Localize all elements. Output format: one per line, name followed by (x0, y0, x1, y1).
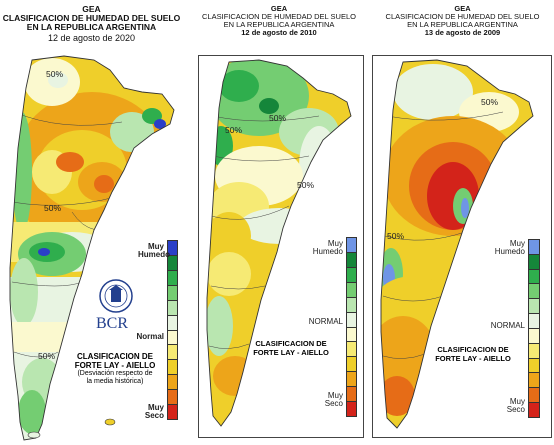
legend-swatch (346, 312, 357, 328)
legend-label-top: Muy Humedo (494, 239, 525, 257)
title-gea: GEA (270, 4, 288, 13)
map-panel-2010: GEA CLASIFICACION DE HUMEDAD DEL SUELO E… (189, 0, 369, 445)
legend-swatch (528, 343, 540, 359)
bcr-logo-text: BCR (96, 315, 129, 332)
legend-swatch (167, 405, 178, 421)
legend-swatch (528, 299, 540, 315)
panel-title: GEA CLASIFICACION DE HUMEDAD DEL SUELO E… (371, 5, 554, 37)
legend-bottom-line1: Muy (148, 403, 164, 412)
title-date: 13 de agosto de 2009 (424, 27, 501, 37)
title-region: EN LA REPUBLICA ARGENTINA (26, 21, 157, 32)
map-frame (198, 55, 364, 438)
contour-label: 50% (297, 180, 315, 190)
soil-moisture-map: 50% 50% 50% (199, 56, 363, 436)
legend-swatch (167, 375, 178, 391)
classification-note: CLASIFICACION DE FORTE LAY - AIELLO (423, 345, 523, 363)
legend-swatch (346, 372, 357, 388)
legend-bottom-line2: Seco (144, 411, 164, 421)
note-line2: FORTE LAY - AIELLO (253, 347, 329, 357)
legend-swatch (346, 237, 357, 253)
legend-swatch (167, 360, 178, 376)
note-line3: (Desviación respecto de (77, 370, 153, 378)
legend-swatch (167, 255, 178, 271)
title-main: CLASIFICACION DE HUMEDAD DEL SUELO (2, 12, 181, 23)
note-line2: FORTE LAY - AIELLO (435, 353, 511, 363)
note-line2: FORTE LAY - AIELLO (74, 361, 156, 371)
contour-label: 50% (269, 113, 287, 123)
soil-moisture-map: 50% 50% (373, 56, 551, 436)
legend-label-bottom: Muy Seco (136, 403, 164, 421)
classification-note: CLASIFICACION DE FORTE LAY - AIELLO (241, 339, 341, 357)
legend-swatch (167, 300, 178, 316)
map-frame (372, 55, 552, 438)
legend-swatch (528, 388, 540, 404)
title-gea: GEA (82, 4, 101, 14)
legend-swatch (167, 330, 178, 346)
legend-swatch (346, 387, 357, 403)
legend-swatch (528, 328, 540, 344)
bcr-logo (98, 278, 134, 314)
legend-label-bottom: Muy Seco (315, 391, 343, 409)
legend-scale (167, 240, 178, 421)
note-line4: la media histórica) (86, 378, 144, 386)
legend-swatch (346, 402, 357, 418)
panel-title: GEA CLASIFICACION DE HUMEDAD DEL SUELO E… (189, 5, 369, 37)
contour-label: 50% (481, 97, 499, 107)
legend-swatch (528, 284, 540, 300)
title-date: 12 de agosto de 2010 (241, 27, 317, 37)
legend-swatch (528, 269, 540, 285)
contour-label: 50% (46, 69, 64, 79)
legend-label-mid: Normal (136, 332, 164, 341)
legend-swatch (528, 254, 540, 270)
soil-moisture-map: 50% 50% 50% (2, 52, 183, 442)
legend-label-bottom: Muy Seco (495, 397, 525, 415)
legend-swatch (346, 252, 357, 268)
classification-note: CLASIFICACION DE FORTE LAY - AIELLO (Des… (60, 352, 170, 386)
map-panel-2020: GEA CLASIFICACION DE HUMEDAD DEL SUELO E… (0, 0, 183, 445)
legend-label-mid: NORMAL (490, 321, 525, 330)
legend-swatch (346, 357, 357, 373)
title-main: CLASIFICACION DE HUMEDAD DEL SUELO (385, 11, 540, 21)
title-date: 12 de agosto de 2020 (47, 32, 136, 43)
legend-swatch (167, 240, 178, 256)
legend-swatch (528, 358, 540, 374)
legend-bottom-line2: Seco (324, 399, 343, 409)
legend-swatch (167, 345, 178, 361)
legend-swatch (167, 285, 178, 301)
legend-swatch (346, 282, 357, 298)
legend-bottom-line1: Muy (509, 397, 525, 406)
contour-label: 50% (38, 351, 56, 361)
legend-swatch (346, 297, 357, 313)
legend-swatch (528, 314, 540, 329)
legend-swatch (346, 267, 357, 283)
legend-bottom-line1: Muy (327, 391, 343, 400)
legend-swatch (167, 315, 178, 331)
legend-swatch (346, 327, 357, 343)
note-line1: CLASIFICACION DE (255, 339, 327, 348)
title-region: EN LA REPUBLICA ARGENTINA (407, 19, 518, 29)
legend-swatch (528, 373, 540, 389)
legend-swatch (528, 403, 540, 418)
title-gea: GEA (454, 4, 471, 13)
title-main: CLASIFICACION DE HUMEDAD DEL SUELO (202, 11, 356, 21)
legend-label-top: Muy Humedo (312, 239, 343, 257)
contour-label: 50% (387, 231, 405, 241)
title-region: EN LA REPUBLICA ARGENTINA (223, 19, 335, 29)
legend-swatch (167, 270, 178, 286)
contour-label: 50% (225, 125, 243, 135)
legend-swatch (346, 342, 357, 358)
legend-scale (346, 237, 357, 418)
note-line1: CLASIFICACION DE (437, 345, 509, 354)
legend-bottom-line2: Seco (506, 405, 525, 415)
legend-label-top: Muy Humedo (138, 242, 170, 260)
note-line1: CLASIFICACION DE (77, 352, 153, 361)
legend-swatch (167, 390, 178, 406)
map-panel-2009: GEA CLASIFICACION DE HUMEDAD DEL SUELO E… (371, 0, 554, 445)
panel-title: GEA CLASIFICACION DE HUMEDAD DEL SUELO E… (0, 5, 183, 43)
legend-scale (528, 239, 540, 418)
contour-label: 50% (44, 203, 62, 213)
legend-swatch (528, 239, 540, 255)
legend-label-mid: NORMAL (308, 317, 343, 326)
